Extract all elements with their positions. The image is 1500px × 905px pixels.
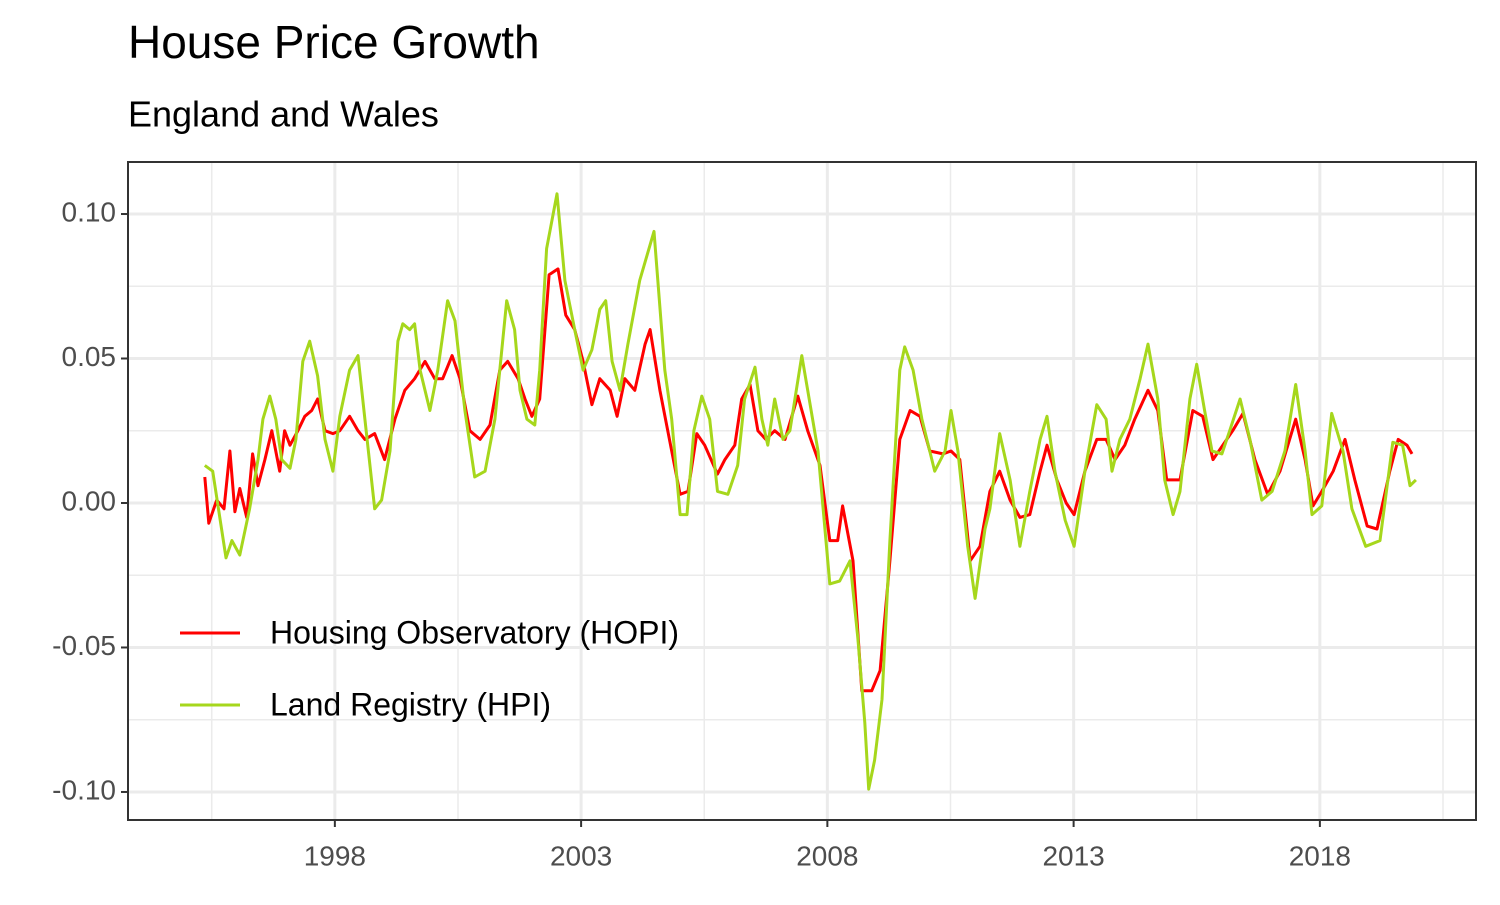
x-tick-label: 2018 bbox=[1289, 840, 1351, 871]
legend-label: Housing Observatory (HOPI) bbox=[270, 614, 679, 650]
x-tick-label: 2013 bbox=[1042, 840, 1104, 871]
y-tick-label: 0.05 bbox=[62, 341, 117, 372]
series-line bbox=[203, 192, 1417, 791]
y-tick-label: 0.10 bbox=[62, 196, 117, 227]
plot-border bbox=[127, 161, 1477, 821]
legend: Housing Observatory (HOPI) Land Registry … bbox=[180, 614, 679, 722]
chart-title: House Price Growth bbox=[128, 16, 540, 68]
x-tick-label: 2003 bbox=[550, 840, 612, 871]
plot-background bbox=[128, 162, 1476, 820]
x-tick-label: 1998 bbox=[304, 840, 366, 871]
legend-label: Land Registry (HPI) bbox=[270, 686, 551, 722]
chart-subtitle: England and Wales bbox=[128, 94, 439, 135]
x-tick-label: 2008 bbox=[796, 840, 858, 871]
y-tick-label: 0.00 bbox=[62, 485, 117, 516]
y-tick-label: -0.10 bbox=[52, 774, 116, 805]
y-tick-label: -0.05 bbox=[52, 630, 116, 661]
